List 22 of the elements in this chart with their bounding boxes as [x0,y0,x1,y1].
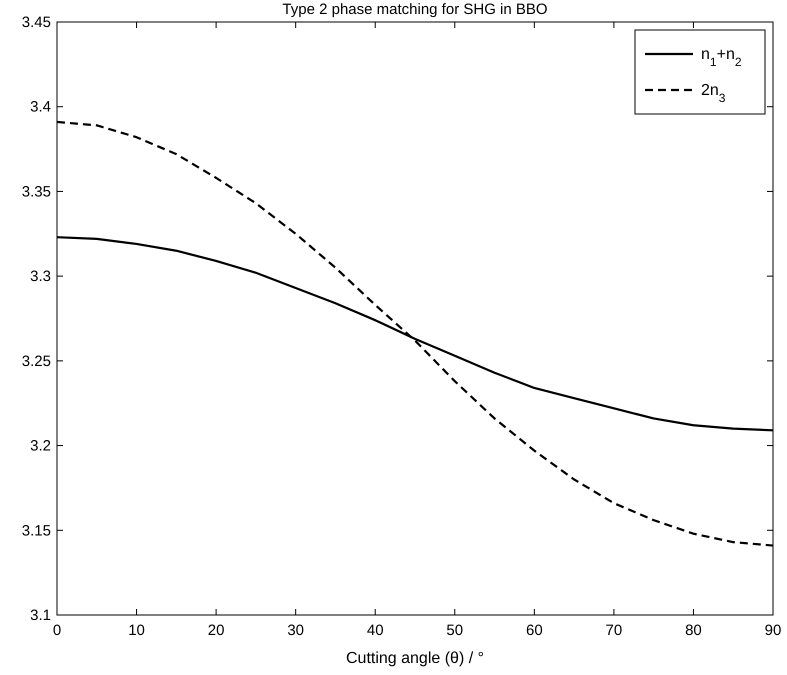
y-tick-label: 3.45 [22,14,51,31]
x-tick-label: 60 [526,622,543,639]
y-tick-label: 3.35 [22,183,51,200]
y-tick-label: 3.1 [30,607,51,624]
x-tick-label: 10 [128,622,145,639]
y-tick-label: 3.15 [22,522,51,540]
x-tick-label: 40 [366,622,384,639]
x-tick-label: 20 [208,622,224,639]
x-tick-label: 70 [606,622,622,639]
legend-label: 2n$_{3}$ [701,82,726,105]
legend-label: n$_{1}$+n$_{2}$ [701,46,742,69]
x-tick-label: 90 [764,622,782,639]
y-tick-label: 3.3 [30,268,51,286]
y-tick-label: 3.2 [30,438,51,455]
y-tick-label: 3.4 [30,98,51,116]
y-tick-label: 3.25 [22,352,51,370]
chart-title: Type 2 phase matching for SHG in BBO [282,1,548,18]
x-tick-label: 0 [52,622,62,639]
x-tick-label: 80 [685,622,702,639]
x-tick-label: 30 [287,622,304,639]
x-axis-title: Cutting angle (θ) / ° [346,650,484,667]
x-tick-label: 50 [446,622,464,639]
